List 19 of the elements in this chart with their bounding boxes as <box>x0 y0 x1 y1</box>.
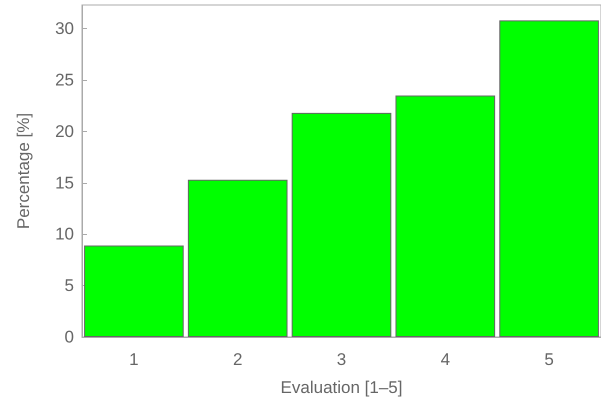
y-tick-label: 15 <box>55 173 74 192</box>
y-tick-label: 30 <box>55 19 74 38</box>
y-tick-label: 10 <box>55 224 74 244</box>
y-tick-label: 0 <box>64 328 74 346</box>
bar <box>188 180 288 337</box>
x-tick-label: 5 <box>544 350 554 369</box>
bar <box>499 20 599 337</box>
x-axis-title: Evaluation [1–5] <box>280 378 402 397</box>
bar <box>395 95 496 337</box>
x-tick-label: 2 <box>232 350 242 369</box>
x-tick-label: 1 <box>129 350 139 369</box>
y-tick-label: 5 <box>64 276 74 296</box>
x-tick-label: 4 <box>440 350 450 369</box>
y-axis-title: Percentage [%] <box>14 112 33 230</box>
x-tick-label: 3 <box>336 350 346 369</box>
bar <box>292 112 392 337</box>
y-tick-label: 25 <box>55 70 74 90</box>
y-tick-label: 20 <box>55 122 74 141</box>
bar <box>84 246 184 337</box>
